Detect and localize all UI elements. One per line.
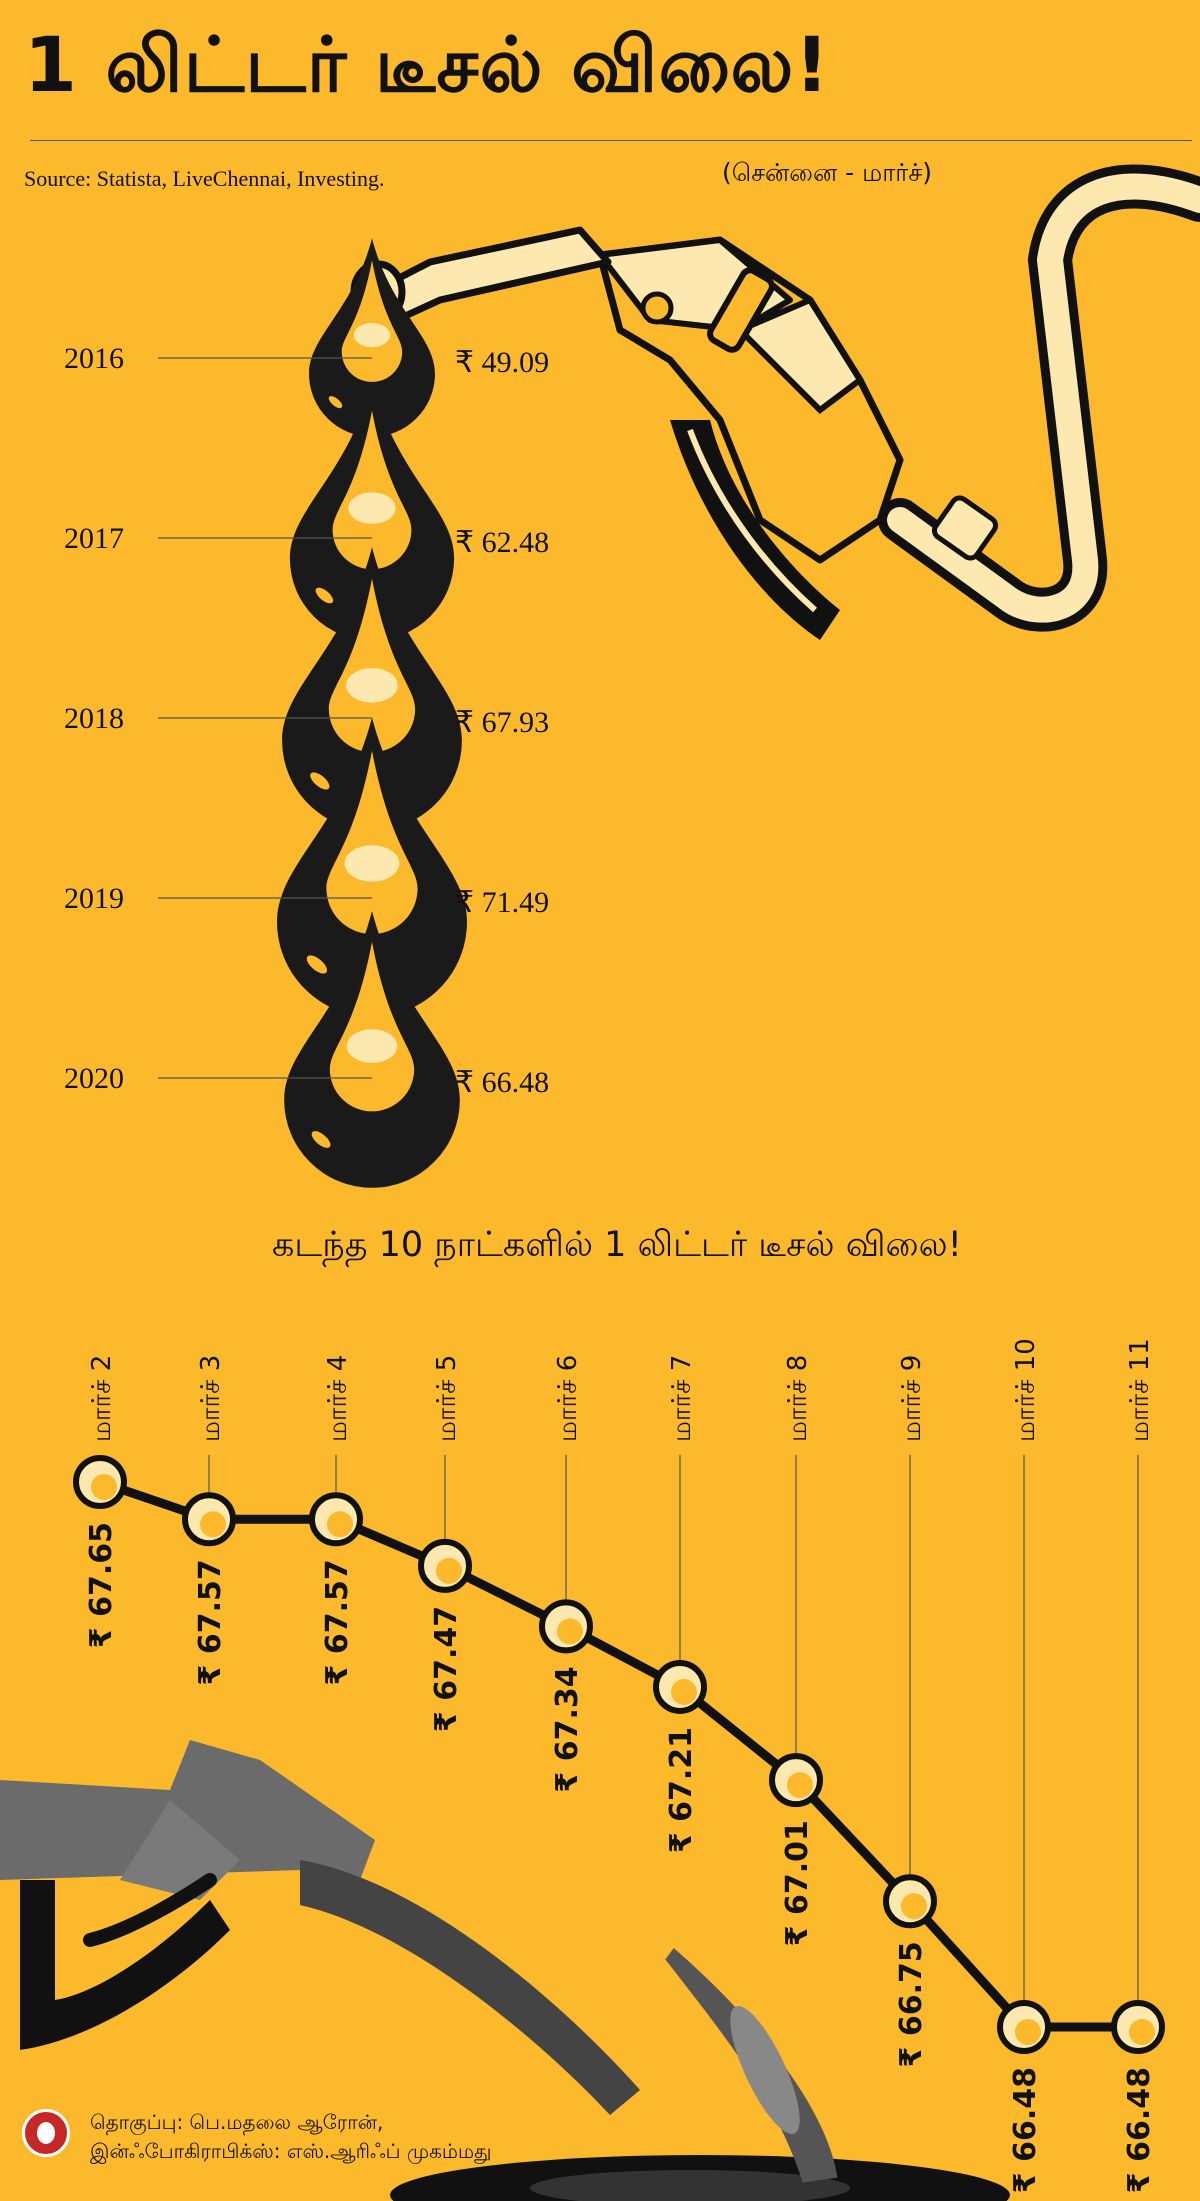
value-label: ₹ 67.57 <box>320 1559 355 1685</box>
data-point <box>418 1538 472 1593</box>
price-label: ₹ 49.09 <box>455 346 549 379</box>
price-label: ₹ 62.48 <box>455 526 549 559</box>
date-label: மார்ச் 10 <box>1011 1338 1041 1442</box>
credits-line1: தொகுப்பு: பெ.மதலை ஆரோன், <box>90 2110 384 2134</box>
data-point <box>997 2000 1051 2054</box>
data-point <box>769 1753 823 1808</box>
date-label: மார்ச் 3 <box>196 1355 226 1442</box>
drop-mark <box>277 717 467 1017</box>
price-label: ₹ 71.49 <box>455 886 549 919</box>
chart2-title: கடந்த 10 நாட்களில் 1 லிட்டர் டீசல் விலை! <box>272 1225 962 1265</box>
value-label: ₹ 67.21 <box>664 1727 699 1853</box>
location-note: (சென்னை - மார்ச்) <box>722 158 932 187</box>
date-label: மார்ச் 11 <box>1125 1338 1155 1442</box>
date-label: மார்ச் 2 <box>87 1355 117 1442</box>
data-point <box>1111 2000 1165 2054</box>
data-point <box>883 1874 937 1929</box>
data-point <box>182 1492 236 1547</box>
credits-line2: இன்ஃபோகிராபிக்ஸ்: எஸ்.ஆரிஃப் முகம்மது <box>90 2139 492 2163</box>
fuel-nozzle-icon <box>350 164 1200 640</box>
publisher-logo <box>22 2109 70 2157</box>
date-label: மார்ச் 7 <box>667 1355 697 1442</box>
data-point <box>309 1492 363 1547</box>
year-label: 2019 <box>64 882 124 915</box>
value-label: ₹ 66.48 <box>1122 2067 1157 2193</box>
date-label: மார்ச் 4 <box>323 1355 353 1442</box>
value-label: ₹ 67.01 <box>780 1820 815 1946</box>
year-label: 2020 <box>64 1062 124 1095</box>
drop-mark <box>309 238 435 437</box>
drop-mark <box>282 547 462 831</box>
year-label: 2016 <box>64 342 124 375</box>
value-label: ₹ 67.47 <box>429 1606 464 1732</box>
date-label: மார்ச் 9 <box>897 1355 927 1442</box>
title-divider <box>30 140 1192 141</box>
data-point <box>653 1659 707 1714</box>
date-label: மார்ச் 6 <box>553 1355 583 1442</box>
value-label: ₹ 66.48 <box>1008 2067 1043 2193</box>
drop-mark <box>284 911 460 1188</box>
price-label: ₹ 67.93 <box>455 706 549 739</box>
date-label: மார்ச் 5 <box>432 1355 462 1442</box>
value-label: ₹ 67.34 <box>550 1666 585 1792</box>
drop-mark <box>289 381 455 641</box>
data-point <box>73 1455 127 1509</box>
value-label: ₹ 66.75 <box>894 1941 929 2067</box>
credits: தொகுப்பு: பெ.மதலை ஆரோன், இன்ஃபோகிராபிக்ஸ… <box>90 2108 491 2166</box>
date-label: மார்ச் 8 <box>783 1355 813 1442</box>
page-title: 1 லிட்டர் டீசல் விலை! <box>24 20 831 109</box>
year-label: 2017 <box>64 522 124 555</box>
value-label: ₹ 67.57 <box>193 1559 228 1685</box>
data-point <box>539 1599 593 1654</box>
source-note: Source: Statista, LiveChennai, Investing… <box>24 166 385 191</box>
year-label: 2018 <box>64 702 124 735</box>
value-label: ₹ 67.65 <box>84 1522 119 1648</box>
price-label: ₹ 66.48 <box>455 1066 549 1099</box>
series-line <box>98 1477 1138 2032</box>
fuel-pump-icon <box>0 1740 1010 2201</box>
